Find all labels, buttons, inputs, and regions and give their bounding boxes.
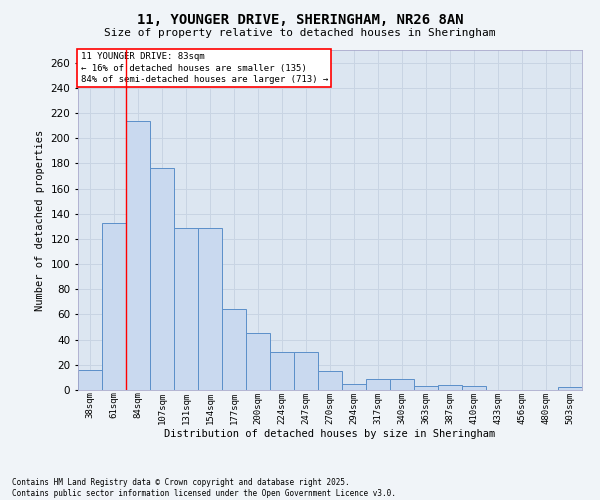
Bar bbox=[198, 228, 222, 390]
Bar bbox=[366, 378, 390, 390]
Bar bbox=[342, 384, 366, 390]
Text: Size of property relative to detached houses in Sheringham: Size of property relative to detached ho… bbox=[104, 28, 496, 38]
Bar bbox=[438, 385, 462, 390]
Text: 11 YOUNGER DRIVE: 83sqm
← 16% of detached houses are smaller (135)
84% of semi-d: 11 YOUNGER DRIVE: 83sqm ← 16% of detache… bbox=[80, 52, 328, 84]
Bar bbox=[126, 120, 150, 390]
Bar bbox=[558, 388, 582, 390]
Bar bbox=[102, 222, 126, 390]
Bar bbox=[318, 371, 342, 390]
Bar bbox=[150, 168, 174, 390]
Bar bbox=[174, 228, 198, 390]
Text: Contains HM Land Registry data © Crown copyright and database right 2025.
Contai: Contains HM Land Registry data © Crown c… bbox=[12, 478, 396, 498]
Bar bbox=[294, 352, 318, 390]
Text: 11, YOUNGER DRIVE, SHERINGHAM, NR26 8AN: 11, YOUNGER DRIVE, SHERINGHAM, NR26 8AN bbox=[137, 12, 463, 26]
X-axis label: Distribution of detached houses by size in Sheringham: Distribution of detached houses by size … bbox=[164, 429, 496, 439]
Bar bbox=[270, 352, 294, 390]
Bar bbox=[222, 310, 246, 390]
Y-axis label: Number of detached properties: Number of detached properties bbox=[35, 130, 45, 310]
Bar bbox=[78, 370, 102, 390]
Bar bbox=[414, 386, 438, 390]
Bar bbox=[462, 386, 486, 390]
Bar bbox=[246, 334, 270, 390]
Bar bbox=[390, 378, 414, 390]
